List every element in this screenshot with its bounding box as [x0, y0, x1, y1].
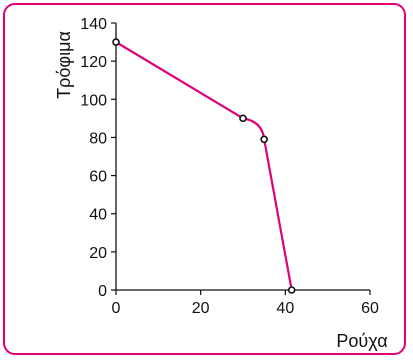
y-tick-label: 120 [80, 54, 107, 71]
data-point [239, 114, 247, 123]
series-line [115, 41, 293, 291]
data-point [112, 38, 120, 46]
axes [115, 23, 370, 291]
x-tick-label: 20 [192, 300, 210, 317]
y-tick-label: 60 [89, 169, 107, 186]
y-tick-label: 0 [98, 283, 107, 300]
y-tick-label: 140 [80, 16, 107, 33]
y-tick-label: 100 [80, 92, 107, 109]
x-tick-label: 40 [276, 300, 294, 317]
x-tick-label: 60 [361, 300, 379, 317]
data-point [287, 286, 296, 294]
y-tick-label: 40 [89, 207, 107, 224]
x-tick-label: 0 [112, 300, 121, 317]
y-axis-title: Τρόφιμα [54, 31, 74, 99]
ticks: 0 20 40 60 80 100 120 140 0 20 40 60 [80, 16, 379, 317]
series [112, 38, 296, 294]
data-point [260, 135, 268, 144]
x-axis-title: Ρούχα [336, 331, 387, 351]
chart-frame [3, 3, 406, 355]
y-tick-label: 80 [89, 130, 107, 147]
y-tick-label: 20 [89, 245, 107, 262]
